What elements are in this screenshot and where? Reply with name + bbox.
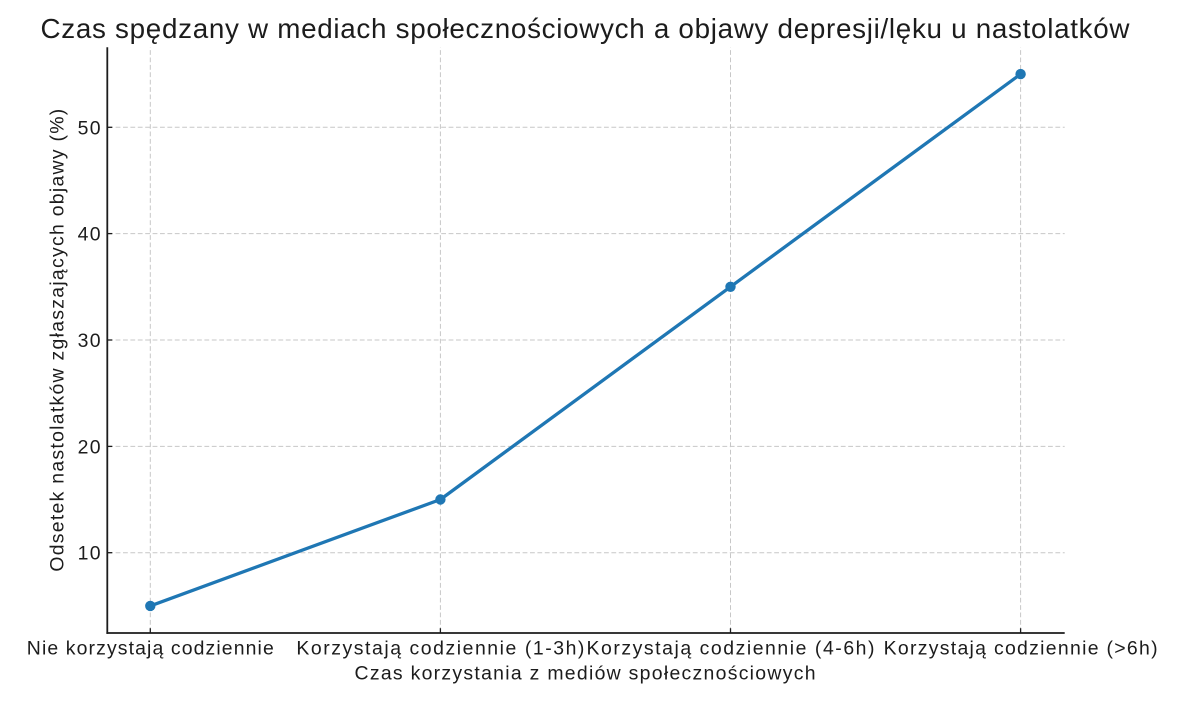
svg-text:Korzystają codziennie (1-3h): Korzystają codziennie (1-3h) — [296, 637, 584, 659]
svg-text:Odsetek nastolatków zgłaszając: Odsetek nastolatków zgłaszających objawy… — [47, 109, 69, 572]
svg-text:50: 50 — [78, 117, 101, 139]
svg-text:Czas spędzany w mediach społec: Czas spędzany w mediach społecznościowyc… — [41, 13, 1131, 44]
svg-text:Czas korzystania z mediów społ: Czas korzystania z mediów społecznościow… — [355, 662, 816, 684]
svg-text:30: 30 — [78, 330, 101, 352]
svg-text:Korzystają codziennie (>6h): Korzystają codziennie (>6h) — [884, 637, 1158, 659]
svg-text:Nie korzystają codziennie: Nie korzystają codziennie — [27, 637, 274, 659]
svg-text:10: 10 — [78, 543, 101, 565]
svg-text:Korzystają codziennie (4-6h): Korzystają codziennie (4-6h) — [587, 637, 875, 659]
svg-text:20: 20 — [78, 436, 101, 458]
svg-text:40: 40 — [78, 224, 101, 246]
